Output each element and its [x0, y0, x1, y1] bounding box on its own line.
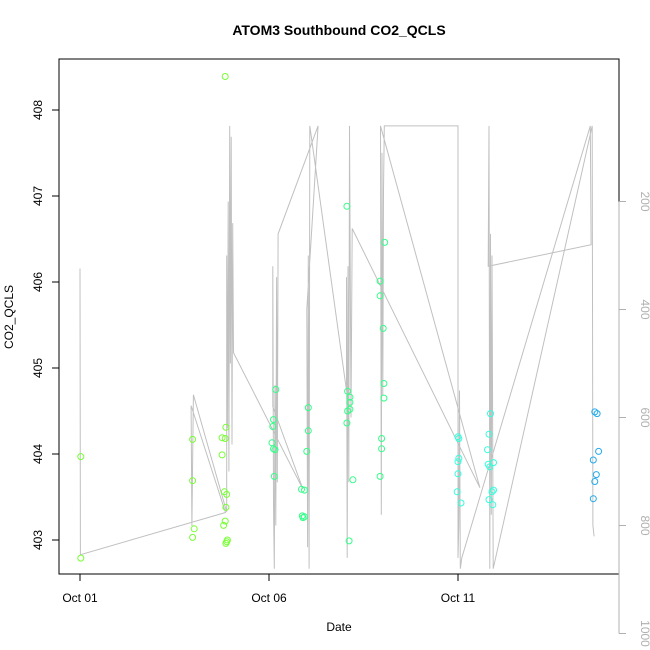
y-tick-label: 405	[31, 358, 45, 378]
data-point	[589, 495, 597, 503]
data-point	[381, 238, 389, 246]
data-point	[77, 453, 85, 461]
y2-tick-label: 400	[638, 299, 650, 319]
data-point	[345, 537, 353, 545]
y2-tick-label: 600	[638, 407, 650, 427]
y2-tick-label: 200	[638, 191, 650, 211]
data-point	[453, 488, 461, 496]
y-axis-label: CO2_QCLS	[2, 285, 16, 349]
data-point	[220, 521, 228, 529]
y-tick-label: 408	[31, 100, 45, 120]
x-tick-label: Oct 11	[441, 591, 476, 605]
data-point	[218, 434, 226, 442]
data-point	[485, 430, 493, 438]
x-axis: Oct 01 Oct 06 Oct 11	[62, 573, 476, 605]
data-point	[379, 324, 387, 332]
data-point	[592, 471, 600, 479]
data-point	[221, 73, 229, 80]
data-point	[299, 514, 307, 522]
data-point	[304, 404, 312, 412]
data-point	[455, 454, 463, 462]
data-point	[221, 517, 229, 525]
data-point	[269, 423, 277, 430]
y-tick-label: 404	[31, 444, 45, 464]
data-point	[595, 447, 603, 455]
data-point	[222, 503, 230, 511]
data-point	[380, 394, 388, 402]
data-point	[490, 459, 497, 467]
data-point	[344, 387, 352, 395]
x-tick-label: Oct 06	[251, 591, 287, 605]
y2-tick-label: 800	[638, 515, 650, 535]
data-point	[378, 445, 386, 453]
data-point	[346, 393, 354, 401]
data-point	[343, 419, 351, 427]
chart-title: ATOM3 Southbound CO2_QCLS	[232, 22, 445, 38]
data-point	[591, 478, 599, 485]
data-point	[344, 407, 352, 415]
x-axis-label: Date	[326, 620, 352, 634]
data-point	[268, 439, 276, 447]
points-layer	[77, 73, 603, 562]
data-point	[489, 501, 497, 509]
data-point	[270, 416, 277, 424]
data-point	[487, 410, 494, 418]
x-tick-label: Oct 01	[62, 591, 98, 605]
secondary-line-layer	[79, 125, 595, 569]
data-point	[298, 485, 305, 493]
data-point	[221, 435, 229, 442]
y-tick-label: 407	[31, 186, 45, 206]
data-point	[376, 292, 384, 300]
data-point	[218, 451, 226, 459]
data-point	[222, 423, 230, 431]
y-tick-label: 406	[31, 272, 45, 292]
data-point	[490, 486, 497, 494]
data-point	[457, 499, 465, 507]
data-point	[485, 496, 493, 504]
data-point	[349, 476, 357, 484]
data-point	[376, 277, 384, 285]
data-point	[270, 472, 278, 480]
secondary-line	[79, 125, 595, 569]
y-tick-label: 403	[31, 530, 45, 550]
data-point	[589, 456, 597, 464]
secondary-y-axis: 200 400 600 800 1000	[618, 191, 650, 647]
data-point	[77, 554, 85, 562]
data-point	[488, 488, 496, 496]
data-point	[455, 435, 463, 442]
data-point	[380, 380, 388, 387]
data-point	[486, 463, 494, 471]
data-point	[270, 445, 277, 453]
data-point	[343, 202, 351, 210]
data-point	[189, 435, 197, 443]
y-axis: 403 404 405 406 407 408	[31, 100, 60, 550]
data-point	[271, 446, 279, 454]
data-point	[190, 525, 198, 533]
data-point	[272, 386, 280, 393]
y2-tick-label: 1000	[638, 620, 650, 647]
data-point	[346, 398, 354, 406]
data-point	[301, 486, 308, 494]
data-point	[454, 458, 462, 466]
data-point	[304, 427, 312, 435]
data-point	[484, 446, 491, 454]
data-point	[378, 435, 386, 442]
data-point	[593, 410, 601, 418]
plot-frame	[58, 58, 620, 575]
data-point	[303, 447, 311, 455]
data-point	[189, 477, 197, 485]
data-point	[222, 539, 230, 547]
data-point	[223, 490, 231, 498]
data-point	[189, 533, 197, 541]
data-point	[376, 472, 384, 480]
data-point	[454, 470, 462, 478]
